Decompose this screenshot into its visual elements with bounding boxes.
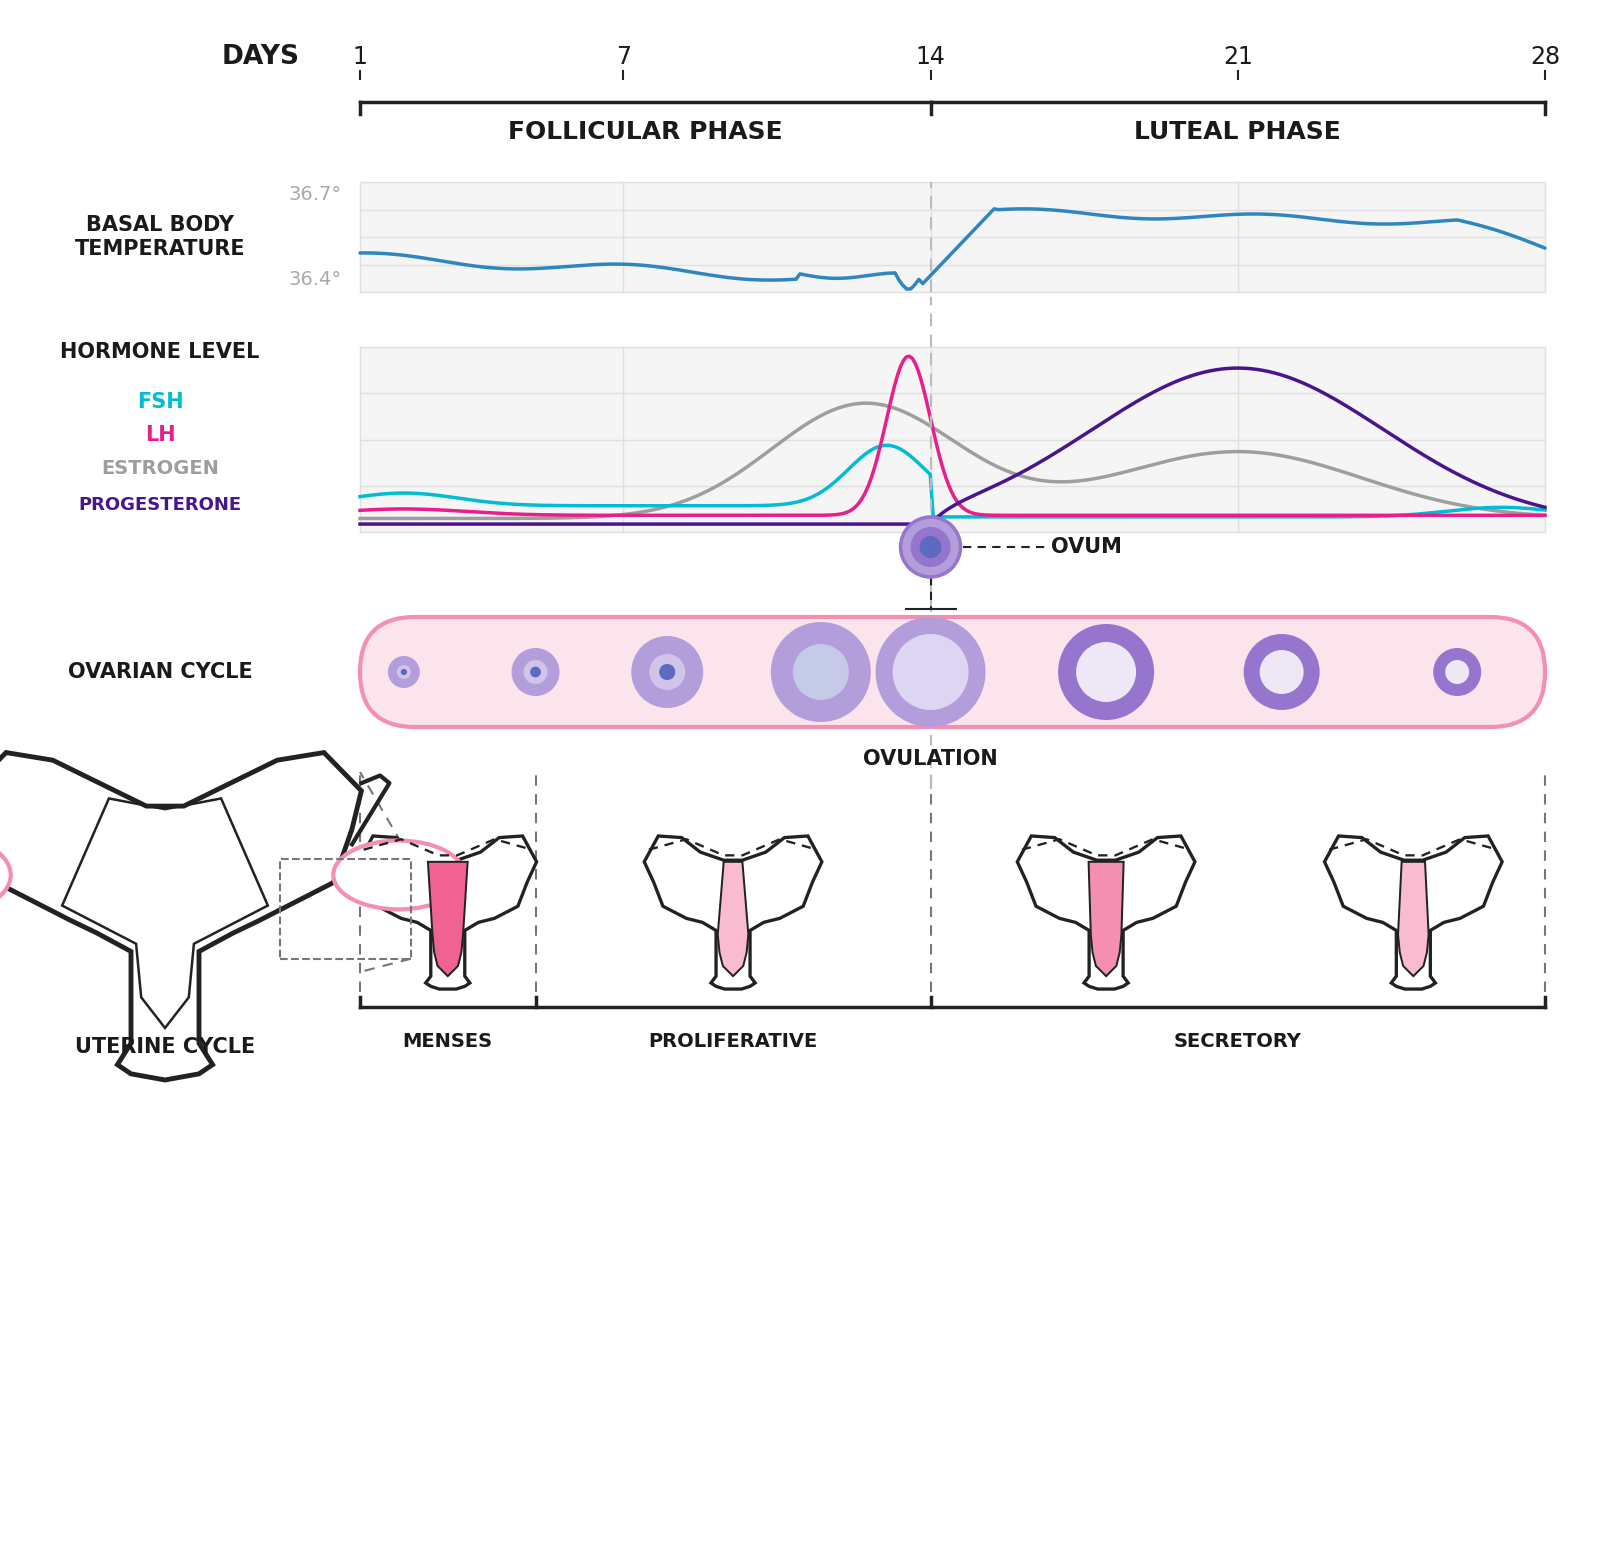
Polygon shape <box>718 862 749 976</box>
Text: MENSES: MENSES <box>403 1032 493 1051</box>
Text: BASAL BODY
TEMPERATURE: BASAL BODY TEMPERATURE <box>75 216 245 259</box>
Text: LUTEAL PHASE: LUTEAL PHASE <box>1134 120 1341 144</box>
Polygon shape <box>1018 836 1195 989</box>
Text: 36.4°: 36.4° <box>290 270 342 289</box>
Text: PROLIFERATIVE: PROLIFERATIVE <box>648 1032 818 1051</box>
Text: PROGESTERONE: PROGESTERONE <box>78 497 242 514</box>
Text: FSH: FSH <box>136 392 184 412</box>
Circle shape <box>893 634 968 711</box>
Polygon shape <box>1398 862 1429 976</box>
Text: UTERINE CYCLE: UTERINE CYCLE <box>75 1037 254 1057</box>
Text: OVULATION: OVULATION <box>862 750 998 769</box>
Text: 28: 28 <box>1530 45 1560 69</box>
Text: 7: 7 <box>616 45 630 69</box>
Circle shape <box>1259 650 1304 694</box>
Circle shape <box>794 644 850 700</box>
Polygon shape <box>427 862 467 976</box>
Circle shape <box>1243 634 1320 711</box>
Bar <box>280 859 411 959</box>
Text: FOLLICULAR PHASE: FOLLICULAR PHASE <box>507 120 782 144</box>
Circle shape <box>1445 661 1469 684</box>
FancyBboxPatch shape <box>360 617 1546 726</box>
Text: SECRETORY: SECRETORY <box>1174 1032 1302 1051</box>
Circle shape <box>387 656 419 687</box>
Text: HORMONE LEVEL: HORMONE LEVEL <box>61 342 259 362</box>
Polygon shape <box>1088 862 1123 976</box>
Circle shape <box>530 667 541 678</box>
Circle shape <box>1058 623 1154 720</box>
Circle shape <box>650 654 685 690</box>
Polygon shape <box>0 753 362 1079</box>
Circle shape <box>1077 642 1136 701</box>
Text: 21: 21 <box>1222 45 1253 69</box>
Text: 14: 14 <box>915 45 946 69</box>
Text: 1: 1 <box>352 45 368 69</box>
Circle shape <box>901 517 960 576</box>
Polygon shape <box>645 836 822 989</box>
Text: OVARIAN CYCLE: OVARIAN CYCLE <box>67 662 253 683</box>
Circle shape <box>397 665 411 679</box>
Polygon shape <box>358 836 536 989</box>
Circle shape <box>659 664 675 679</box>
Circle shape <box>632 636 704 708</box>
Ellipse shape <box>0 833 11 917</box>
Circle shape <box>1434 648 1482 697</box>
Circle shape <box>875 617 986 726</box>
Circle shape <box>400 669 406 675</box>
Circle shape <box>523 661 547 684</box>
Text: DAYS: DAYS <box>222 44 301 70</box>
Circle shape <box>920 536 941 558</box>
Text: 36.7°: 36.7° <box>290 184 342 205</box>
Text: LH: LH <box>144 425 176 445</box>
Ellipse shape <box>333 840 464 909</box>
Polygon shape <box>1325 836 1502 989</box>
Bar <box>360 347 1546 533</box>
Text: ESTROGEN: ESTROGEN <box>101 459 219 478</box>
Circle shape <box>910 526 950 567</box>
Circle shape <box>771 622 870 722</box>
Circle shape <box>512 648 560 697</box>
Text: OVUM: OVUM <box>1051 537 1122 558</box>
Bar <box>360 183 1546 292</box>
